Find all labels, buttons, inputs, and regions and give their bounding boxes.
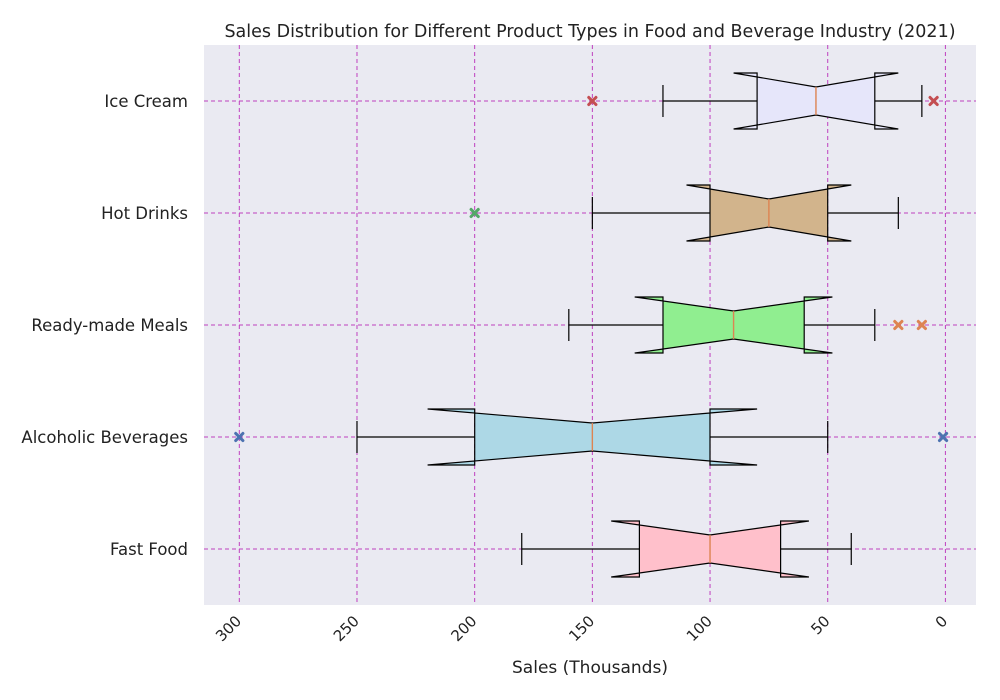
category-label: Alcoholic Beverages: [21, 428, 188, 447]
chart-title: Sales Distribution for Different Product…: [224, 22, 955, 42]
outlier-point: [587, 95, 598, 107]
outlier-point: [937, 431, 949, 443]
category-label: Ready-made Meals: [31, 316, 188, 335]
x-tick-label: 100: [683, 612, 716, 645]
x-tick-label: 50: [807, 612, 833, 638]
box-ice-cream: [587, 72, 939, 130]
x-tick-label: 200: [448, 612, 481, 645]
category-label: Fast Food: [110, 540, 188, 559]
category-label: Ice Cream: [104, 92, 188, 111]
outlier-point: [928, 95, 939, 107]
outlier-point: [893, 319, 904, 331]
box-hot-drinks: [469, 184, 899, 242]
box-alcoholic-beverages: [234, 408, 949, 466]
box-ready-made-meals: [568, 296, 927, 354]
x-tick-label: 300: [212, 612, 245, 645]
x-tick-label: 150: [565, 612, 598, 645]
x-axis-label: Sales (Thousands): [512, 658, 668, 678]
boxes: [234, 72, 949, 578]
outlier-point: [469, 207, 480, 219]
outlier-point: [916, 319, 927, 331]
x-axis-ticks: 300 250 200 150 100 50 0: [212, 612, 951, 645]
outlier-point: [234, 431, 245, 443]
x-tick-label: 0: [932, 612, 951, 631]
category-labels: Fast Food Alcoholic Beverages Ready-made M…: [21, 92, 188, 559]
box-fast-food: [521, 520, 852, 578]
x-tick-label: 250: [330, 612, 363, 645]
category-label: Hot Drinks: [101, 204, 188, 223]
